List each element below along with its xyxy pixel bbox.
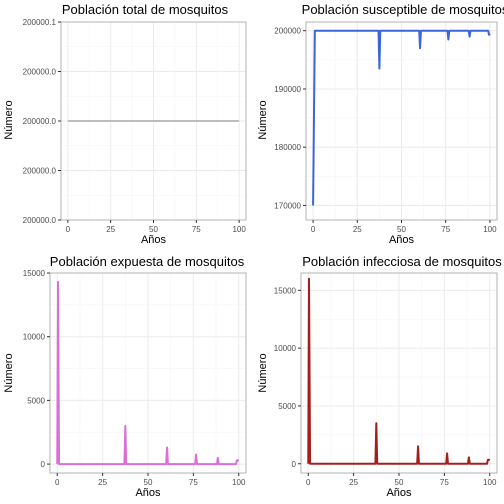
x-axis-title: Años [135,487,161,499]
x-tick-label: 50 [397,225,406,234]
y-tick-label: 15000 [23,269,46,278]
y-tick-label: 0 [292,460,297,469]
y-tick-label: 5000 [27,396,45,405]
chart-title: Población expuesta de mosquitos [50,254,245,269]
x-tick-label: 25 [106,225,115,234]
chart-panel-3: 0 25 50 75 100 0 5000 10000 15000 Años Número Pobla… [3,254,247,499]
x-tick-label: 0 [66,225,71,234]
y-axis-title: Número [257,353,269,392]
chart-panel-2: 0 25 50 75 100 170000 180000 190000 200000 Años Nú… [257,2,504,246]
x-tick-label: 75 [441,225,450,234]
y-axis-title: Número [257,100,269,139]
x-axis-title: Años [386,487,412,499]
x-tick-label: 100 [232,478,246,487]
x-tick-label: 25 [98,478,107,487]
y-tick-label: 10000 [23,333,46,342]
y-tick-label: 200000.0 [23,117,57,126]
y-axis-title: Número [3,100,15,139]
x-tick-label: 100 [483,478,497,487]
y-tick-label: 0 [41,460,46,469]
x-tick-label: 75 [440,478,449,487]
x-tick-label: 50 [395,478,404,487]
y-tick-label: 180000 [274,143,301,152]
y-tick-label: 5000 [278,402,296,411]
y-tick-label: 170000 [274,201,301,210]
chart-title: Población susceptible de mosquitos [302,2,504,17]
x-tick-label: 0 [306,478,311,487]
series-line-1 [307,277,491,465]
y-tick-label: 200000.0 [23,216,57,225]
chart-panel-4: 0 25 50 75 100 0 5000 10000 15000 Años Número Pobla… [257,254,502,499]
x-axis-title: Años [389,234,415,246]
y-tick-label: 200000 [274,27,301,36]
chart-title: Población total de mosquitos [62,2,229,17]
x-tick-label: 0 [311,225,316,234]
x-tick-label: 50 [144,478,153,487]
y-tick-label: 200000.1 [23,18,57,27]
y-tick-label: 200000.0 [23,167,57,176]
series-line-1 [312,29,491,206]
x-tick-label: 100 [232,225,246,234]
x-tick-label: 75 [189,478,198,487]
chart-title: Población infecciosa de mosquitos [302,254,502,269]
y-tick-label: 15000 [274,286,297,295]
x-axis-title: Años [141,234,167,246]
x-tick-label: 0 [55,478,60,487]
y-tick-label: 200000.0 [23,68,57,77]
x-tick-label: 25 [353,225,362,234]
chart-panel-1: 0 25 50 75 100 200000.0 200000.0 200000.0 200000… [3,2,247,246]
x-tick-label: 75 [192,225,201,234]
x-tick-label: 25 [349,478,358,487]
y-tick-label: 10000 [274,344,297,353]
y-axis-title: Número [3,353,15,392]
y-tick-label: 190000 [274,85,301,94]
series-line-1 [56,280,240,466]
x-tick-label: 100 [483,225,497,234]
x-tick-label: 50 [149,225,158,234]
